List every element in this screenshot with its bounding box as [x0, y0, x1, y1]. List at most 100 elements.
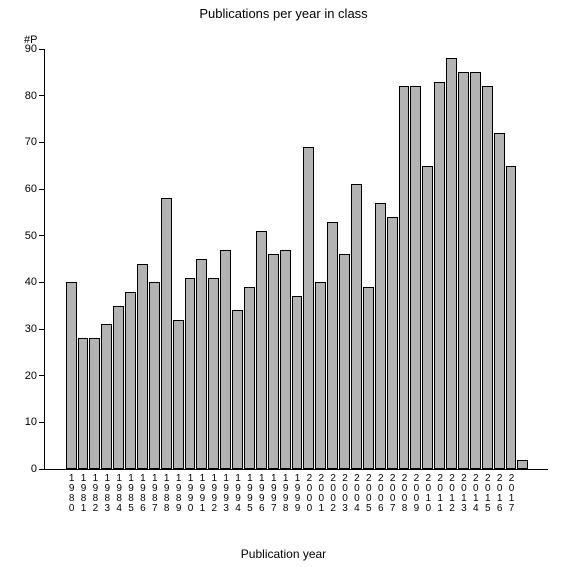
x-tick-label: 2003: [340, 473, 350, 513]
bar: [410, 86, 421, 469]
bar: [161, 198, 172, 469]
x-tick-label: 2017: [506, 473, 516, 513]
bar: [303, 147, 314, 469]
x-tick-label: 2005: [363, 473, 373, 513]
x-tick-label: 1995: [244, 473, 254, 513]
x-tick-label: 2012: [447, 473, 457, 513]
bar: [101, 324, 112, 469]
bar: [458, 72, 469, 469]
x-tick-label: 2001: [316, 473, 326, 513]
bar: [339, 254, 350, 469]
x-tick-label: 1998: [280, 473, 290, 513]
y-tick-label: 0: [31, 463, 37, 475]
x-tick-label: 2002: [328, 473, 338, 513]
bar: [256, 231, 267, 469]
y-tick: [39, 329, 45, 330]
bar: [196, 259, 207, 469]
bar: [66, 282, 77, 469]
x-tick-label: 2011: [435, 473, 445, 513]
bar: [387, 217, 398, 469]
bars-layer: [45, 50, 548, 469]
bar: [375, 203, 386, 469]
bar: [185, 278, 196, 469]
x-axis-label: Publication year: [0, 547, 567, 561]
bar: [422, 166, 433, 469]
bar: [494, 133, 505, 469]
plot-area: 0102030405060708090198019811982198319841…: [44, 50, 548, 470]
x-tick-label: 1999: [292, 473, 302, 513]
bar: [244, 287, 255, 469]
bar: [315, 282, 326, 469]
y-tick: [39, 235, 45, 236]
bar: [280, 250, 291, 469]
bar: [149, 282, 160, 469]
x-tick-label: 1981: [78, 473, 88, 513]
x-tick-label: 2010: [423, 473, 433, 513]
bar: [220, 250, 231, 469]
x-tick-label: 2014: [470, 473, 480, 513]
chart-title: Publications per year in class: [0, 6, 567, 21]
x-tick-label: 1994: [233, 473, 243, 513]
x-tick-label: 1984: [114, 473, 124, 513]
y-tick-label: 20: [25, 370, 37, 382]
y-tick: [39, 95, 45, 96]
bar: [327, 222, 338, 469]
x-tick-label: 1989: [173, 473, 183, 513]
y-tick: [39, 49, 45, 50]
y-tick-label: 50: [25, 230, 37, 242]
y-tick: [39, 469, 45, 470]
bar: [78, 338, 89, 469]
x-tick-label: 2008: [399, 473, 409, 513]
bar: [232, 310, 243, 469]
y-tick: [39, 422, 45, 423]
bar: [89, 338, 100, 469]
x-tick-label: 1993: [221, 473, 231, 513]
x-tick-label: 1983: [102, 473, 112, 513]
x-tick-label: 1997: [268, 473, 278, 513]
y-tick-label: 60: [25, 183, 37, 195]
x-tick-label: 2007: [387, 473, 397, 513]
x-tick-label: 2016: [494, 473, 504, 513]
x-tick-label: 2009: [411, 473, 421, 513]
x-tick-label: 1990: [185, 473, 195, 513]
y-tick-label: 70: [25, 136, 37, 148]
x-tick-label: 2004: [351, 473, 361, 513]
bar: [363, 287, 374, 469]
bar: [434, 82, 445, 469]
bar: [137, 264, 148, 469]
bar: [399, 86, 410, 469]
y-tick: [39, 142, 45, 143]
bar: [517, 460, 528, 469]
x-tick-label: 1992: [209, 473, 219, 513]
y-tick-label: 10: [25, 416, 37, 428]
y-tick-label: 90: [25, 43, 37, 55]
bar: [292, 296, 303, 469]
y-tick-label: 80: [25, 90, 37, 102]
bar: [125, 292, 136, 469]
bar: [208, 278, 219, 469]
y-tick: [39, 375, 45, 376]
x-tick-label: 1987: [149, 473, 159, 513]
x-tick-label: 1988: [161, 473, 171, 513]
bar: [113, 306, 124, 469]
bar: [506, 166, 517, 469]
x-tick-label: 2013: [458, 473, 468, 513]
x-tick-label: 1991: [197, 473, 207, 513]
y-tick: [39, 282, 45, 283]
bar: [351, 184, 362, 469]
bar: [482, 86, 493, 469]
x-tick-label: 1986: [137, 473, 147, 513]
x-tick-label: 2015: [482, 473, 492, 513]
x-tick-label: 1985: [126, 473, 136, 513]
x-tick-label: 2000: [304, 473, 314, 513]
x-tick-label: 1996: [256, 473, 266, 513]
x-tick-label: 2006: [375, 473, 385, 513]
x-tick-label: 1982: [90, 473, 100, 513]
x-tick-label: 1980: [66, 473, 76, 513]
bar: [446, 58, 457, 469]
bar: [470, 72, 481, 469]
chart-container: Publications per year in class #P Public…: [0, 0, 567, 567]
y-tick-label: 40: [25, 276, 37, 288]
bar: [173, 320, 184, 469]
bar: [268, 254, 279, 469]
